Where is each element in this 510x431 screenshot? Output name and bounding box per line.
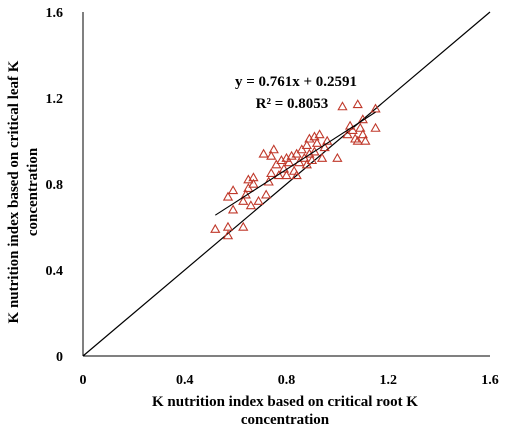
data-point xyxy=(309,146,320,156)
r-squared-label: R² = 0.8053 xyxy=(256,96,329,112)
data-point xyxy=(258,148,269,158)
data-point xyxy=(222,191,234,201)
x-tick-label: 1.2 xyxy=(380,373,398,388)
data-point xyxy=(227,204,239,214)
data-point xyxy=(299,152,310,162)
x-axis-title-line2: concentration xyxy=(241,412,330,428)
regression-equation: y = 0.761x + 0.2591 xyxy=(235,74,357,90)
data-point xyxy=(222,230,234,240)
y-tick-label: 0.8 xyxy=(46,178,64,193)
data-point xyxy=(263,176,274,186)
plot-area: 0 0.4 0.8 1.2 1.6 0 0.4 0.8 1.2 1.6 xyxy=(46,6,499,388)
y-axis-title-line1: K nutrition index based on critical leaf… xyxy=(6,60,22,323)
data-point xyxy=(342,129,353,139)
y-tick-label: 0 xyxy=(56,350,63,365)
data-point xyxy=(352,99,363,109)
data-point xyxy=(291,148,302,158)
data-point xyxy=(370,103,381,113)
data-point xyxy=(322,135,333,145)
data-point xyxy=(248,178,259,188)
data-point xyxy=(314,129,325,139)
x-axis-title-line1: K nutrition index based on critical root… xyxy=(152,394,418,410)
data-point xyxy=(271,159,282,169)
data-point xyxy=(352,135,363,145)
data-point xyxy=(332,152,343,162)
data-point xyxy=(243,182,254,192)
data-point xyxy=(245,200,257,210)
data-point xyxy=(337,101,348,111)
x-tick-label: 0.8 xyxy=(278,373,296,388)
x-tick-label: 1.6 xyxy=(481,373,499,388)
x-tick-label: 0 xyxy=(80,373,87,388)
data-point xyxy=(316,152,328,162)
data-point xyxy=(266,150,277,160)
y-axis-title-line2: concentration xyxy=(25,147,41,236)
data-point xyxy=(283,157,295,167)
data-point xyxy=(266,167,277,177)
y-axis-title-2: concentration xyxy=(25,147,41,236)
data-point xyxy=(248,172,259,182)
x-tick-label: 0.4 xyxy=(176,373,194,388)
y-tick-label: 1.6 xyxy=(46,6,64,21)
data-point xyxy=(238,221,249,231)
data-point xyxy=(347,124,358,134)
y-axis-title: K nutrition index based on critical leaf… xyxy=(6,60,22,323)
data-point xyxy=(360,135,371,145)
data-point xyxy=(288,165,300,175)
data-point xyxy=(306,155,318,165)
data-point xyxy=(210,223,221,233)
data-point xyxy=(357,129,368,139)
data-point xyxy=(319,142,330,152)
data-point xyxy=(301,139,312,149)
data-point xyxy=(311,137,323,147)
data-point xyxy=(355,122,366,132)
trendline xyxy=(214,111,376,216)
data-point xyxy=(278,163,290,173)
data-point xyxy=(370,122,381,132)
data-point xyxy=(238,195,249,205)
identity-line xyxy=(82,11,491,357)
data-point xyxy=(273,170,285,180)
data-point xyxy=(261,189,272,199)
data-point xyxy=(301,159,312,169)
data-point xyxy=(296,144,307,154)
data-point xyxy=(227,185,239,195)
data-point xyxy=(253,195,264,205)
data-point xyxy=(222,221,234,231)
y-tick-label: 0.4 xyxy=(46,264,64,279)
y-tick-label: 1.2 xyxy=(46,92,64,107)
data-point xyxy=(281,170,292,180)
data-point xyxy=(268,144,279,154)
data-point xyxy=(291,170,302,180)
